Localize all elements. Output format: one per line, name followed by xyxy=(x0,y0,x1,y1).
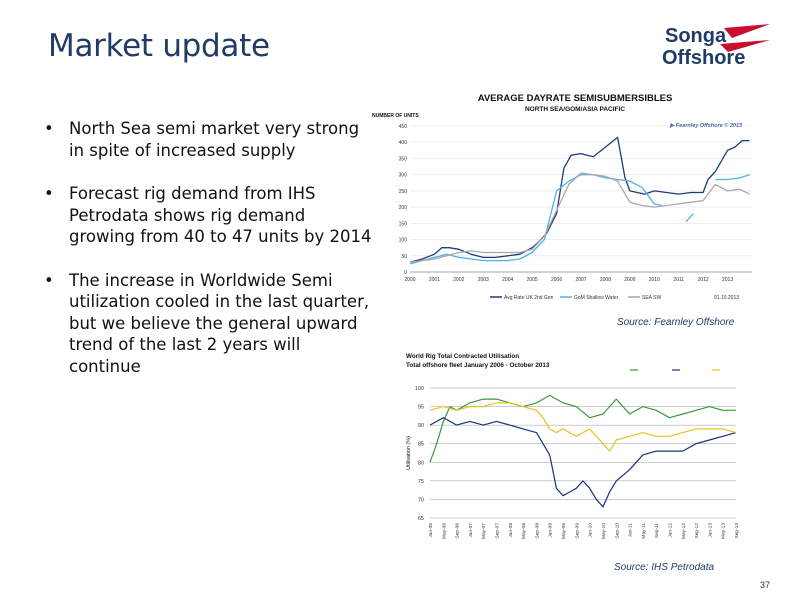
chart1-ylabel: NUMBER OF UNITS xyxy=(372,113,419,119)
chart2-series-line-1 xyxy=(429,394,736,463)
chart2-ytick-label: 95 xyxy=(418,405,424,411)
chart1-legend-label: Avg Rate UK 2nd Gen xyxy=(504,295,554,301)
bullet-list: • North Sea semi market very strong in sp… xyxy=(44,118,374,399)
bullet-item: • Forecast rig demand from IHS Petrodata … xyxy=(44,184,372,246)
bullet-item: • North Sea semi market very strong in sp… xyxy=(44,119,360,160)
chart2-series-line-2 xyxy=(429,417,737,508)
chart1-ytick-label: 250 xyxy=(399,189,408,195)
chart2-xtick-label: May-13 xyxy=(721,523,727,539)
chart1-subtitle: NORTH SEA/GOM/ASIA PACIFIC xyxy=(525,106,625,113)
chart1-xtick-label: 2009 xyxy=(624,277,635,283)
chart1-ytick-label: 400 xyxy=(399,140,408,146)
chart2-ytick-label: 90 xyxy=(418,423,424,429)
chart1-xtick-label: 2000 xyxy=(404,277,415,283)
chart1-xtick-label: 2001 xyxy=(429,277,440,283)
chart1-watermark: ▶ Fearnley Offshore © 2013 xyxy=(669,122,742,129)
chart1-xtick-label: 2008 xyxy=(600,277,611,283)
svg-text:Offshore: Offshore xyxy=(662,47,745,69)
chart2-xtick-label: Sep-13 xyxy=(734,523,740,539)
chart1-xtick-label: 2012 xyxy=(698,277,709,283)
chart2-xtick-label: Sep-06 xyxy=(455,523,461,539)
chart1-series-line-2 xyxy=(685,213,694,223)
chart1-xtick-label: 2006 xyxy=(551,277,562,283)
chart2-xtick-label: May-06 xyxy=(441,523,447,539)
chart2-xtick-label: Jan-12 xyxy=(667,523,673,538)
chart2-ytick-label: 70 xyxy=(418,497,424,503)
chart2-xtick-label: Jan-07 xyxy=(468,523,474,538)
chart1-source: Source: Fearnley Offshore xyxy=(617,317,735,328)
chart2-xtick-label: Sep-11 xyxy=(654,523,660,538)
chart2-ytick-label: 65 xyxy=(418,516,424,522)
chart2-ytick-label: 75 xyxy=(418,479,424,485)
chart1-ytick-label: 300 xyxy=(399,173,408,179)
chart2-xtick-label: Sep-09 xyxy=(574,523,580,539)
chart1-date-note: 01.10.2013 xyxy=(714,295,739,301)
chart1-xtick-label: 2011 xyxy=(673,277,684,283)
chart2-xtick-label: Jan-08 xyxy=(508,523,514,538)
chart1-legend-label: SEA SW xyxy=(642,295,661,301)
chart1-xtick-label: 2007 xyxy=(575,277,586,283)
dayrate-chart: AVERAGE DAYRATE SEMISUBMERSIBLES NORTH SE… xyxy=(372,93,752,301)
chart1-xtick-label: 2004 xyxy=(502,277,513,283)
chart2-xtick-label: Jan-09 xyxy=(548,523,554,538)
chart2-xtick-label: May-08 xyxy=(521,523,527,539)
chart2-xtick-label: Jan-10 xyxy=(588,523,594,538)
page-title: Market update xyxy=(48,28,270,64)
chart2-xtick-label: May-10 xyxy=(601,523,607,539)
chart1-series-line-2 xyxy=(409,174,662,265)
chart2-xtick-label: May-11 xyxy=(641,523,647,539)
chart2-xtick-label: May-09 xyxy=(561,523,567,539)
chart2-xtick-label: May-12 xyxy=(681,523,687,539)
chart2-ytick-label: 80 xyxy=(418,460,424,466)
page-number: 37 xyxy=(759,580,770,590)
chart2-xtick-label: Sep-07 xyxy=(495,523,501,539)
chart2-xtick-label: Sep-08 xyxy=(534,523,540,539)
chart1-ytick-label: 150 xyxy=(399,221,408,227)
chart2-xtick-label: Jan-11 xyxy=(628,523,634,538)
chart2-ytick-label: 85 xyxy=(418,442,424,448)
chart1-ytick-label: 50 xyxy=(401,254,407,260)
chart1-legend-label: GoM Shallow Water xyxy=(574,295,619,301)
chart1-xtick-label: 2010 xyxy=(649,277,660,283)
songa-offshore-logo: Songa Offshore xyxy=(662,24,770,69)
chart2-ylabel: Utilisation (%) xyxy=(406,436,412,470)
chart1-xtick-label: 2005 xyxy=(527,277,538,283)
chart1-xtick-label: 2013 xyxy=(722,277,733,283)
chart1-title: AVERAGE DAYRATE SEMISUBMERSIBLES xyxy=(478,93,673,104)
chart2-title: World Rig Total Contracted Utilisation xyxy=(406,353,519,360)
chart1-series-line-3 xyxy=(409,172,750,263)
chart1-ytick-label: 100 xyxy=(399,238,408,244)
chart2-xtick-label: Sep-10 xyxy=(614,523,620,539)
chart2-xtick-label: Jan-06 xyxy=(428,523,434,538)
chart1-ytick-label: 200 xyxy=(399,205,408,211)
chart2-series-line-3 xyxy=(429,402,737,452)
utilisation-chart: World Rig Total Contracted Utilisation To… xyxy=(406,353,740,539)
chart2-source: Source: IHS Petrodata xyxy=(614,562,715,573)
chart1-xtick-label: 2003 xyxy=(478,277,489,283)
chart1-series-line-2 xyxy=(715,174,750,181)
chart1-xtick-label: 2002 xyxy=(453,277,464,283)
chart2-subtitle: Total offshore fleet January 2006 - Octo… xyxy=(406,362,550,369)
chart2-xtick-label: May-07 xyxy=(481,523,487,539)
chart2-xtick-label: Jan-13 xyxy=(707,523,713,538)
chart1-ytick-label: 350 xyxy=(399,156,408,162)
chart2-xtick-label: Sep-12 xyxy=(694,523,700,539)
chart2-ytick-label: 100 xyxy=(415,386,424,392)
chart1-ytick-label: 450 xyxy=(399,124,408,130)
chart1-ytick-label: 0 xyxy=(404,270,407,276)
svg-text:Songa: Songa xyxy=(665,25,727,47)
chart1-series-line-1 xyxy=(409,136,750,263)
bullet-item: • The increase in Worldwide Semi utilizat… xyxy=(44,270,370,376)
